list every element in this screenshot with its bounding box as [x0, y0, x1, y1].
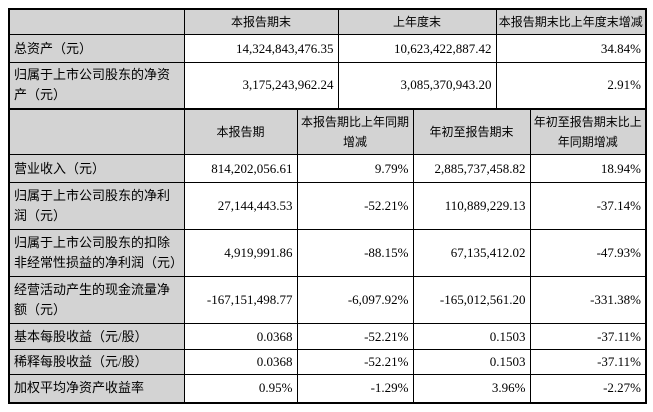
table-row-revenue: 营业收入（元） 814,202,056.61 9.79% 2,885,737,4… [8, 154, 647, 183]
value-cell: -37.11% [529, 349, 647, 375]
value-cell: -6,097.92% [296, 276, 414, 324]
table-header-row: 本报告期 本报告期比上年同期增减 年初至报告期末 年初至报告期末比上年同期增减 [8, 108, 647, 155]
column-header-year-to-date: 年初至报告期末 [412, 108, 531, 155]
row-label: 归属于上市公司股东的净资产（元） [8, 62, 185, 109]
value-cell: 10,623,422,887.42 [337, 34, 497, 63]
table-row-net-profit-excl-nonrecurring: 归属于上市公司股东的扣除非经常性损益的净利润（元） 4,919,991.86 -… [8, 229, 647, 277]
value-cell: 110,889,229.13 [412, 182, 531, 230]
row-label: 稀释每股收益（元/股） [8, 349, 185, 375]
value-cell: -37.14% [529, 182, 647, 230]
table-row-operating-cash-flow: 经营活动产生的现金流量净额（元） -167,151,498.77 -6,097.… [8, 276, 647, 324]
value-cell: 3.96% [412, 374, 531, 403]
value-cell: -1.29% [296, 374, 414, 403]
value-cell: 67,135,412.02 [412, 229, 531, 277]
value-cell: 27,144,443.53 [183, 182, 298, 230]
value-cell: 0.0368 [183, 349, 298, 375]
table-row-diluted-eps: 稀释每股收益（元/股） 0.0368 -52.21% 0.1503 -37.11… [8, 349, 647, 375]
table-row-total-assets: 总资产（元） 14,324,843,476.35 10,623,422,887.… [8, 34, 647, 63]
value-cell: 0.95% [183, 374, 298, 403]
row-label: 营业收入（元） [8, 154, 185, 183]
row-label: 总资产（元） [8, 34, 185, 63]
column-header-period-end: 本报告期末 [183, 8, 339, 35]
column-header-prior-year-end: 上年度末 [337, 8, 497, 35]
table-row-net-assets: 归属于上市公司股东的净资产（元） 3,175,243,962.24 3,085,… [8, 62, 647, 109]
value-cell: 14,324,843,476.35 [183, 34, 339, 63]
table-header-row: 本报告期末 上年度末 本报告期末比上年度末增减 [8, 8, 647, 35]
column-header-current-period: 本报告期 [183, 108, 298, 155]
value-cell: -2.27% [529, 374, 647, 403]
row-label: 加权平均净资产收益率 [8, 374, 185, 403]
column-header-ytd-change-vs-prior: 年初至报告期末比上年同期增减 [529, 108, 647, 155]
value-cell: 18.94% [529, 154, 647, 183]
value-cell: 3,175,243,962.24 [183, 62, 339, 109]
value-cell: 0.0368 [183, 323, 298, 350]
corner-cell [8, 108, 185, 155]
value-cell: 2.91% [495, 62, 647, 109]
value-cell: -47.93% [529, 229, 647, 277]
value-cell: -52.21% [296, 323, 414, 350]
value-cell: 9.79% [296, 154, 414, 183]
column-header-change-vs-prior-year-end: 本报告期末比上年度末增减 [495, 8, 647, 35]
value-cell: -52.21% [296, 182, 414, 230]
corner-cell [8, 8, 185, 35]
value-cell: 0.1503 [412, 323, 531, 350]
table-row-basic-eps: 基本每股收益（元/股） 0.0368 -52.21% 0.1503 -37.11… [8, 323, 647, 350]
value-cell: 0.1503 [412, 349, 531, 375]
table-row-weighted-avg-roe: 加权平均净资产收益率 0.95% -1.29% 3.96% -2.27% [8, 374, 647, 403]
income-summary-table: 本报告期 本报告期比上年同期增减 年初至报告期末 年初至报告期末比上年同期增减 … [8, 107, 647, 404]
value-cell: -331.38% [529, 276, 647, 324]
row-label: 基本每股收益（元/股） [8, 323, 185, 350]
value-cell: -52.21% [296, 349, 414, 375]
column-header-change-vs-prior-period: 本报告期比上年同期增减 [296, 108, 414, 155]
value-cell: 4,919,991.86 [183, 229, 298, 277]
value-cell: 2,885,737,458.82 [412, 154, 531, 183]
value-cell: 814,202,056.61 [183, 154, 298, 183]
table-row-net-profit: 归属于上市公司股东的净利润（元） 27,144,443.53 -52.21% 1… [8, 182, 647, 230]
value-cell: -165,012,561.20 [412, 276, 531, 324]
row-label: 归属于上市公司股东的扣除非经常性损益的净利润（元） [8, 229, 185, 277]
value-cell: 3,085,370,943.20 [337, 62, 497, 109]
row-label: 归属于上市公司股东的净利润（元） [8, 182, 185, 230]
value-cell: -88.15% [296, 229, 414, 277]
value-cell: 34.84% [495, 34, 647, 63]
row-label: 经营活动产生的现金流量净额（元） [8, 276, 185, 324]
value-cell: -167,151,498.77 [183, 276, 298, 324]
balance-summary-table: 本报告期末 上年度末 本报告期末比上年度末增减 总资产（元） 14,324,84… [8, 8, 647, 110]
value-cell: -37.11% [529, 323, 647, 350]
